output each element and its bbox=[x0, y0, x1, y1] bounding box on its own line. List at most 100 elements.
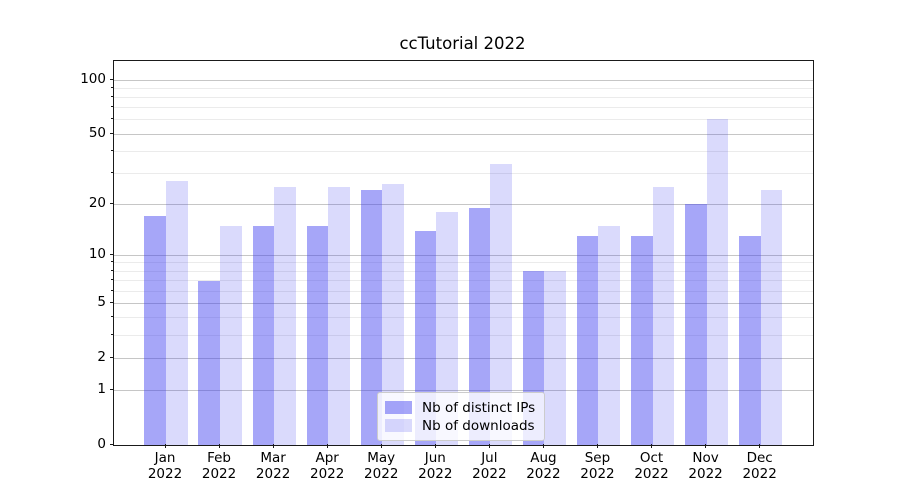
x-tick-label-line: Mar bbox=[260, 450, 286, 466]
x-tick-label-line: Feb bbox=[207, 450, 231, 466]
x-tick-label-line: Sep bbox=[584, 450, 611, 466]
gridline-minor bbox=[114, 262, 813, 264]
x-tick-label: Oct 2022 bbox=[624, 450, 680, 482]
legend-item: Nb of distinct IPs bbox=[385, 399, 535, 416]
y-tick-mark bbox=[109, 78, 113, 80]
y-tick-mark bbox=[109, 132, 113, 134]
gridline-major bbox=[114, 254, 813, 256]
x-tick-label: Mar 2022 bbox=[245, 450, 301, 482]
gridline-minor bbox=[114, 87, 813, 89]
y-tick-mark bbox=[109, 253, 113, 255]
bar-distinct-ips-nov bbox=[685, 204, 707, 445]
bar-downloads-oct bbox=[652, 187, 675, 445]
x-tick-label: Dec 2022 bbox=[732, 450, 788, 482]
x-tick-label-line: Dec bbox=[746, 450, 773, 466]
y-minor-tick-mark bbox=[111, 261, 113, 263]
bar-downloads-may bbox=[382, 184, 404, 445]
y-tick-mark bbox=[109, 301, 113, 303]
bar-distinct-ips-may bbox=[360, 190, 383, 445]
bar-downloads-apr bbox=[328, 187, 350, 445]
x-tick-mark bbox=[164, 444, 166, 448]
x-tick-mark bbox=[596, 444, 598, 448]
legend-item: Nb of downloads bbox=[385, 417, 535, 434]
gridline-minor bbox=[114, 172, 813, 174]
y-tick-label: 10 bbox=[88, 246, 106, 263]
y-minor-tick-mark bbox=[111, 171, 113, 173]
x-tick-label: Jul 2022 bbox=[461, 450, 517, 482]
x-tick-mark bbox=[380, 444, 382, 448]
gridline-minor bbox=[114, 96, 813, 98]
y-tick-mark bbox=[109, 202, 113, 204]
x-tick-label: Feb 2022 bbox=[191, 450, 247, 482]
y-minor-tick-mark bbox=[111, 316, 113, 318]
x-tick-label-line: 2022 bbox=[580, 466, 615, 482]
gridline-minor bbox=[114, 119, 813, 121]
gridline-minor bbox=[114, 334, 813, 336]
x-tick-mark bbox=[542, 444, 544, 448]
x-tick-label: Nov 2022 bbox=[678, 450, 734, 482]
y-tick-label: 50 bbox=[88, 125, 106, 142]
gridline-minor bbox=[114, 290, 813, 292]
x-tick-label-line: Apr bbox=[315, 450, 339, 466]
bar-distinct-ips-jul bbox=[468, 208, 491, 445]
gridline-major bbox=[114, 389, 813, 391]
y-minor-tick-mark bbox=[111, 269, 113, 271]
y-minor-tick-mark bbox=[111, 106, 113, 108]
gridline-major bbox=[114, 79, 813, 81]
y-tick-mark bbox=[109, 356, 113, 358]
bar-downloads-aug bbox=[544, 271, 566, 445]
bar-downloads-mar bbox=[274, 187, 296, 445]
bar-distinct-ips-feb bbox=[198, 280, 221, 445]
x-tick-label: Jun 2022 bbox=[407, 450, 463, 482]
y-minor-tick-mark bbox=[111, 149, 113, 151]
y-minor-tick-mark bbox=[111, 279, 113, 281]
y-minor-tick-mark bbox=[111, 289, 113, 291]
x-tick-label-line: 2022 bbox=[309, 466, 345, 482]
y-minor-tick-mark bbox=[111, 86, 113, 88]
bar-downloads-jul bbox=[490, 163, 512, 445]
gridline-minor bbox=[114, 280, 813, 282]
x-tick-mark bbox=[272, 444, 274, 448]
x-tick-label: May 2022 bbox=[353, 450, 409, 482]
chart-title: ccTutorial 2022 bbox=[399, 34, 526, 53]
bar-downloads-nov bbox=[706, 118, 729, 445]
x-tick-label-line: 2022 bbox=[634, 466, 669, 482]
x-tick-label-line: 2022 bbox=[255, 466, 291, 482]
y-tick-mark bbox=[109, 443, 113, 445]
legend-swatch-distinct-ips bbox=[385, 401, 412, 414]
x-tick-label-line: 2022 bbox=[201, 466, 237, 482]
bar-distinct-ips-oct bbox=[630, 236, 653, 445]
x-tick-mark bbox=[759, 444, 761, 448]
bar-downloads-dec bbox=[760, 190, 783, 445]
gridline-minor bbox=[114, 270, 813, 272]
gridline-minor bbox=[114, 150, 813, 152]
x-tick-mark bbox=[488, 444, 490, 448]
x-tick-label-line: Aug bbox=[530, 450, 557, 466]
bar-downloads-sep bbox=[598, 225, 621, 445]
x-tick-label-line: Jan bbox=[154, 450, 176, 466]
gridline-minor bbox=[114, 107, 813, 109]
x-tick-label-line: Nov bbox=[692, 450, 719, 466]
y-tick-label: 2 bbox=[97, 349, 106, 366]
x-tick-label-line: Jun bbox=[424, 450, 446, 466]
gridline-minor bbox=[114, 317, 813, 319]
x-tick-mark bbox=[651, 444, 653, 448]
bar-distinct-ips-sep bbox=[576, 236, 599, 445]
x-tick-label-line: 2022 bbox=[472, 466, 507, 482]
y-minor-tick-mark bbox=[111, 95, 113, 97]
x-tick-label-line: Oct bbox=[639, 450, 664, 466]
x-tick-mark bbox=[434, 444, 436, 448]
legend-label: Nb of distinct IPs bbox=[422, 399, 536, 416]
x-tick-label: Jan 2022 bbox=[137, 450, 193, 482]
x-tick-label-line: 2022 bbox=[742, 466, 777, 482]
x-tick-mark bbox=[705, 444, 707, 448]
bar-distinct-ips-mar bbox=[252, 225, 275, 445]
x-tick-label-line: May bbox=[367, 450, 396, 466]
bar-distinct-ips-jun bbox=[414, 230, 437, 445]
gridline-major bbox=[114, 302, 813, 304]
x-tick-label-line: 2022 bbox=[147, 466, 183, 482]
x-tick-label: Aug 2022 bbox=[515, 450, 571, 482]
bar-distinct-ips-jan bbox=[144, 216, 166, 445]
x-tick-label: Apr 2022 bbox=[299, 450, 355, 482]
